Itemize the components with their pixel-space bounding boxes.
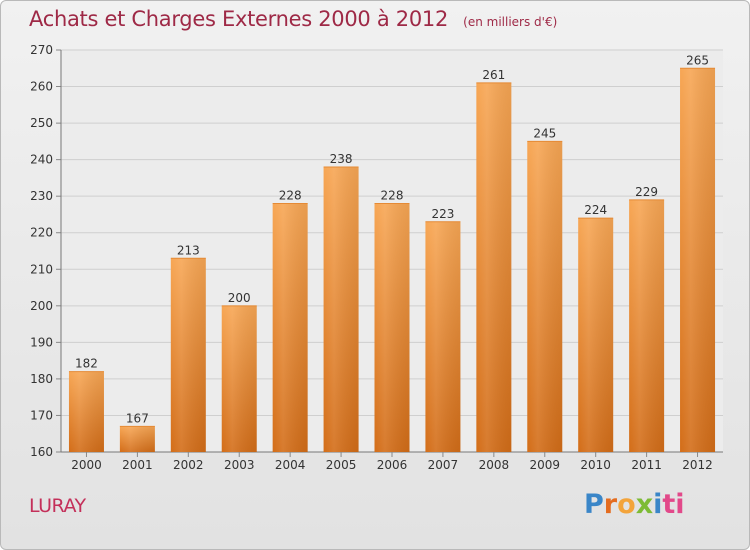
y-tick-label: 270 bbox=[30, 43, 53, 57]
x-tick-label: 2012 bbox=[682, 458, 713, 472]
y-tick-label: 180 bbox=[30, 372, 53, 386]
data-label: 167 bbox=[126, 411, 149, 425]
y-tick-label: 250 bbox=[30, 116, 53, 130]
x-tick-label: 2004 bbox=[275, 458, 306, 472]
y-tick-label: 240 bbox=[30, 153, 53, 167]
data-label: 228 bbox=[381, 188, 404, 202]
bar-shine bbox=[170, 258, 206, 452]
data-label: 213 bbox=[177, 243, 200, 257]
x-tick-label: 2002 bbox=[173, 458, 204, 472]
x-tick-label: 2003 bbox=[224, 458, 255, 472]
data-label: 238 bbox=[330, 152, 353, 166]
y-tick-label: 210 bbox=[30, 262, 53, 276]
x-tick-label: 2001 bbox=[122, 458, 153, 472]
y-tick-label: 160 bbox=[30, 445, 53, 459]
y-tick-label: 220 bbox=[30, 226, 53, 240]
x-tick-label: 2005 bbox=[326, 458, 357, 472]
bar-shine bbox=[425, 221, 461, 452]
title-row: Achats et Charges Externes 2000 à 2012 (… bbox=[29, 7, 557, 31]
bar-shine bbox=[323, 166, 359, 453]
x-tick-label: 2009 bbox=[529, 458, 560, 472]
bar-shine bbox=[629, 199, 665, 452]
data-label: 223 bbox=[431, 207, 454, 221]
x-tick-label: 2011 bbox=[631, 458, 662, 472]
y-tick-label: 260 bbox=[30, 80, 53, 94]
y-tick-label: 230 bbox=[30, 189, 53, 203]
chart-title: Achats et Charges Externes 2000 à 2012 bbox=[29, 7, 449, 31]
bar-shine bbox=[68, 371, 104, 452]
commune-name: LURAY bbox=[29, 495, 86, 517]
proxiti-logo[interactable]: Proxiti bbox=[584, 489, 685, 520]
data-label: 228 bbox=[279, 188, 302, 202]
x-tick-label: 2010 bbox=[580, 458, 611, 472]
bar-shine bbox=[272, 203, 308, 452]
chart-subtitle: (en milliers d'€) bbox=[463, 15, 558, 29]
data-label: 229 bbox=[635, 185, 658, 199]
bar-shine bbox=[221, 305, 257, 452]
x-tick-label: 2008 bbox=[479, 458, 510, 472]
bar-shine bbox=[119, 426, 155, 452]
bar-shine bbox=[374, 203, 410, 452]
bar-shine bbox=[578, 218, 614, 452]
data-label: 265 bbox=[686, 53, 709, 67]
x-tick-label: 2007 bbox=[428, 458, 459, 472]
y-tick-label: 170 bbox=[30, 408, 53, 422]
y-tick-label: 200 bbox=[30, 299, 53, 313]
data-label: 261 bbox=[482, 68, 505, 82]
x-tick-label: 2006 bbox=[377, 458, 408, 472]
data-label: 245 bbox=[533, 126, 556, 140]
data-label: 224 bbox=[584, 203, 607, 217]
data-label: 200 bbox=[228, 291, 251, 305]
bar-shine bbox=[680, 68, 716, 452]
y-tick-label: 190 bbox=[30, 335, 53, 349]
bar-shine bbox=[527, 141, 563, 452]
data-label: 182 bbox=[75, 357, 98, 371]
x-tick-label: 2000 bbox=[71, 458, 102, 472]
bar-shine bbox=[476, 82, 512, 453]
